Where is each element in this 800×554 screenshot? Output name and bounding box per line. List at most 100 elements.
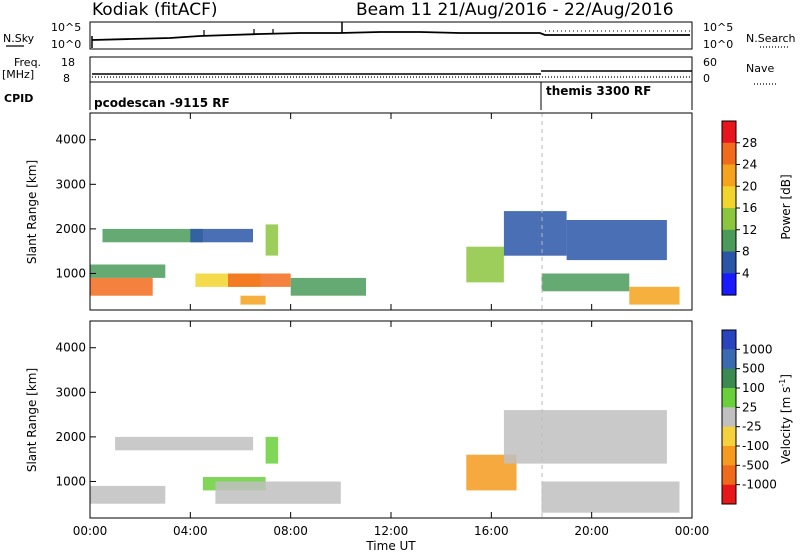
velocity-cbar-swatch-4 xyxy=(722,407,736,428)
noise-left-tick-top: 10^5 xyxy=(51,21,81,34)
velocity-cbar-swatch-7 xyxy=(722,465,736,486)
power-region-13 xyxy=(629,286,680,305)
noise-left-tick-bottom: 10^0 xyxy=(51,38,81,51)
power-region-1 xyxy=(90,264,166,278)
power-panel: 4000 3000 2000 1000 Slant Range [km] xyxy=(25,112,693,311)
velocity-cbar-swatch-1 xyxy=(722,349,736,370)
velocity-region-3 xyxy=(215,481,341,504)
velocity-ytick-label-3: 1000 xyxy=(55,474,86,488)
power-cbar-swatch-7 xyxy=(722,273,736,296)
velocity-cbar-swatch-3 xyxy=(722,388,736,408)
power-ytick-label-1: 3000 xyxy=(55,177,86,191)
velocity-panel: 4000 3000 2000 1000 Slant Range [km] xyxy=(25,320,693,519)
velocity-region-4 xyxy=(265,436,279,464)
velocity-cbar-swatch-5 xyxy=(722,426,736,447)
xtick-label-6: 00:00 xyxy=(675,524,710,538)
power-cbar-swatch-6 xyxy=(722,251,736,274)
power-region-2 xyxy=(102,228,203,243)
power-cbar-tick-label-3: 16 xyxy=(742,201,757,215)
velocity-region-6 xyxy=(503,410,667,464)
power-ytick-label-2: 2000 xyxy=(55,222,86,236)
time-axis: 00:00 04:00 08:00 12:00 16:00 20:00 00:00 xyxy=(73,113,710,538)
velocity-cbar-swatch-8 xyxy=(722,484,736,505)
velocity-ytick-label-1: 3000 xyxy=(55,385,86,399)
velocity-cbar-tick-label-6: -500 xyxy=(742,458,769,472)
velocity-colorbar: 1000 500 100 25 -25 -100 -500 -1000 Velocity [m… xyxy=(721,329,793,505)
velocity-ylabel: Slant Range [km] xyxy=(25,368,39,472)
noise-right-tick-top: 10^5 xyxy=(703,21,733,34)
cpid-panel: CPID pcodescan -9115 RF themis 3300 RF xyxy=(4,82,693,110)
power-region-11 xyxy=(566,220,667,261)
velocity-colorbar-ticks: 1000 500 100 25 -25 -100 -500 -1000 xyxy=(736,342,777,492)
velocity-marks xyxy=(90,410,680,513)
velocity-label-main: Velocity [m s xyxy=(779,387,793,464)
power-cbar-swatch-2 xyxy=(722,164,736,187)
power-marks xyxy=(90,211,680,305)
power-cbar-swatch-3 xyxy=(722,186,736,209)
power-region-5 xyxy=(228,273,291,287)
velocity-cbar-swatch-2 xyxy=(722,368,736,389)
velocity-ytick-label-2: 2000 xyxy=(55,430,86,444)
power-cbar-swatch-0 xyxy=(722,121,736,144)
velocity-cbar-tick-label-1: 500 xyxy=(742,362,765,376)
power-region-9 xyxy=(466,246,504,283)
power-cbar-tick-label-5: 8 xyxy=(742,245,750,259)
power-ytick-label-0: 4000 xyxy=(55,133,86,147)
velocity-region-1 xyxy=(115,436,254,451)
velocity-cbar-swatch-0 xyxy=(722,330,736,350)
nsearch-label: N.Search xyxy=(746,32,796,45)
power-y-ticks: 4000 3000 2000 1000 xyxy=(55,133,96,280)
velocity-ytick-label-0: 4000 xyxy=(55,341,86,355)
cpid-label: CPID xyxy=(4,92,33,105)
velocity-colorbar-swatches xyxy=(722,330,736,505)
power-ytick-label-3: 1000 xyxy=(55,266,86,280)
power-colorbar: 28 24 20 16 12 8 4 Power [dB] xyxy=(721,120,793,296)
xtick-label-3: 12:00 xyxy=(374,524,409,538)
xtick-label-2: 08:00 xyxy=(273,524,308,538)
nave-label: Nave xyxy=(746,62,774,75)
power-region-12 xyxy=(541,273,630,292)
velocity-y-ticks: 4000 3000 2000 1000 xyxy=(55,341,96,488)
velocity-cbar-tick-label-7: -1000 xyxy=(742,478,777,492)
power-cbar-swatch-4 xyxy=(722,208,736,231)
velocity-label-end: ] xyxy=(779,374,793,379)
freq-left-tick-bottom: 8 xyxy=(63,72,70,85)
velocity-region-0 xyxy=(90,485,166,504)
noise-sky-line xyxy=(91,31,690,41)
velocity-cbar-tick-label-2: 100 xyxy=(742,381,765,395)
power-region-0 xyxy=(90,277,153,296)
xtick-label-5: 20:00 xyxy=(574,524,609,538)
velocity-cbar-tick-label-4: -25 xyxy=(742,420,762,434)
velocity-cbar-tick-label-0: 1000 xyxy=(742,342,773,356)
velocity-colorbar-label: Velocity [m s-1] xyxy=(778,374,793,464)
power-colorbar-label: Power [dB] xyxy=(779,174,793,239)
nsky-label: N.Sky xyxy=(3,32,35,45)
power-colorbar-swatches xyxy=(722,121,736,296)
velocity-cbar-tick-label-3: 25 xyxy=(742,400,757,414)
power-ylabel: Slant Range [km] xyxy=(25,160,39,264)
beam-date-title: Beam 11 21/Aug/2016 - 22/Aug/2016 xyxy=(356,0,674,20)
velocity-label-sup: -1 xyxy=(778,379,787,387)
power-region-10 xyxy=(503,211,567,256)
cpid-mode-2: themis 3300 RF xyxy=(546,84,651,98)
power-region-3 xyxy=(190,228,253,243)
station-title: Kodiak (fitACF) xyxy=(92,0,218,20)
mhz-label: [MHz] xyxy=(2,68,34,81)
power-region-7 xyxy=(265,224,279,256)
velocity-region-7 xyxy=(541,481,680,513)
power-cbar-tick-label-4: 12 xyxy=(742,223,757,237)
freq-right-tick-bottom: 0 xyxy=(703,72,710,85)
freq-right-tick-top: 60 xyxy=(703,56,717,69)
power-cbar-tick-label-1: 24 xyxy=(742,158,757,172)
power-cbar-tick-label-6: 4 xyxy=(742,266,750,280)
power-cbar-swatch-1 xyxy=(722,142,736,166)
power-region-6 xyxy=(240,295,266,305)
xtick-label-1: 04:00 xyxy=(173,524,208,538)
velocity-cbar-tick-label-5: -100 xyxy=(742,439,769,453)
power-colorbar-ticks: 28 24 20 16 12 8 4 xyxy=(736,136,757,280)
xtick-label-0: 00:00 xyxy=(73,524,108,538)
freq-label: Freq. xyxy=(14,56,41,69)
time-axis-label: Time UT xyxy=(365,539,416,553)
freq-left-tick-top: 18 xyxy=(61,56,75,69)
